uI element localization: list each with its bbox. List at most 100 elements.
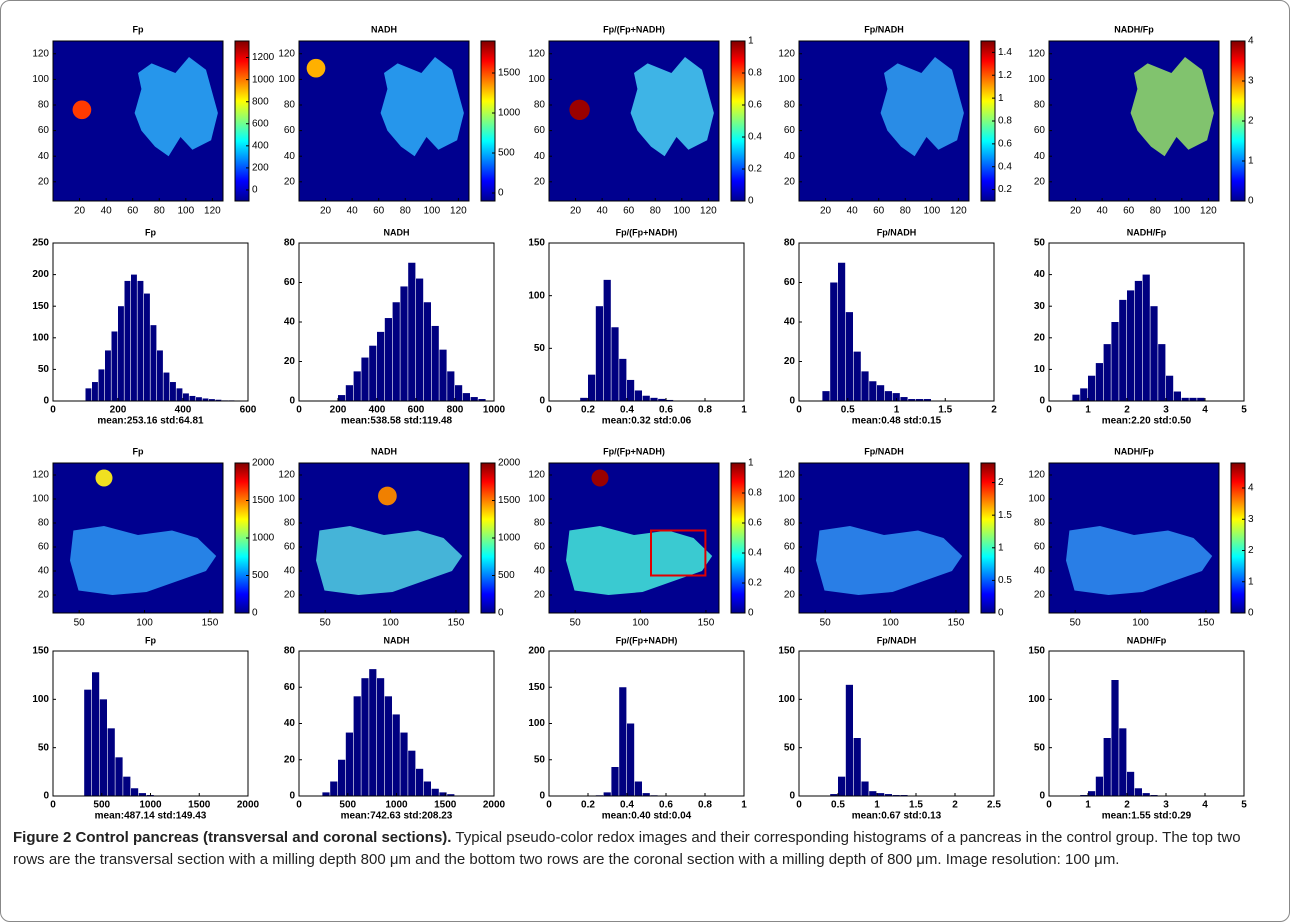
colorbar-tick-label: 4 [1248,36,1254,47]
x-tick-label: 1 [1085,405,1091,416]
colorbar-tick-label: 0.6 [748,518,762,529]
histogram-bar [369,345,377,401]
histogram-bar [115,757,123,796]
colorbar-tick-label: 600 [252,118,269,129]
histogram-bar [338,395,346,401]
colorbar-tick-label: 1500 [498,68,521,79]
histogram-bar [1142,274,1150,401]
y-tick-label: 50 [1034,742,1046,753]
panel-title: NADH [384,635,410,645]
histogram-bar [1088,791,1096,796]
histogram-bar [1095,363,1103,401]
x-tick-label: 5 [1241,800,1247,811]
y-tick-label: 20 [284,590,296,601]
colorbar [980,462,996,614]
histogram-bar [853,738,861,796]
histogram-bar [1189,397,1197,401]
histogram-bar [431,325,439,401]
x-tick-label: 1.5 [909,800,923,811]
x-tick-label: 1 [741,800,747,811]
histogram-bar [196,397,202,401]
colorbar-tick-label: 1200 [252,52,275,63]
x-axis-label: mean:538.58 std:119.48 [341,416,453,427]
histogram-bar [163,372,170,401]
histogram-bar [408,750,416,796]
tissue-region [816,526,963,595]
x-tick-label: 0 [1046,800,1052,811]
y-tick-label: 60 [38,125,50,136]
x-tick-label: 100 [1132,618,1149,629]
histogram-bar [1111,322,1119,401]
histogram-bar [1142,793,1150,796]
y-tick-label: 100 [1028,74,1045,85]
x-tick-label: 60 [873,206,885,217]
y-tick-label: 0 [289,791,295,802]
x-tick-label: 0.2 [581,800,595,811]
caption-label: Figure 2 Control pancreas (transversal a… [13,829,452,846]
x-tick-label: 0 [296,800,302,811]
x-tick-label: 150 [948,618,965,629]
colorbar [1230,462,1246,614]
y-tick-label: 100 [778,74,795,85]
x-tick-label: 60 [623,206,635,217]
colorbar-tick-label: 3 [1248,514,1254,525]
x-tick-label: 40 [101,206,113,217]
y-tick-label: 100 [32,74,49,85]
colorbar-tick-label: 0.6 [748,100,762,111]
y-tick-label: 20 [1034,332,1046,343]
x-tick-label: 0 [546,800,552,811]
histogram-bar [853,351,861,401]
x-tick-label: 0 [296,405,302,416]
colorbar-tick-label: 1000 [252,533,275,544]
x-tick-label: 120 [204,206,221,217]
x-tick-label: 120 [1200,206,1217,217]
x-tick-label: 20 [74,206,86,217]
y-tick-label: 30 [1034,301,1046,312]
x-tick-label: 0 [796,800,802,811]
x-tick-label: 4 [1202,800,1208,811]
x-tick-label: 0 [50,800,56,811]
y-tick-label: 100 [528,494,545,505]
axes-frame [52,40,224,202]
histogram-bar [1119,728,1127,796]
histogram-bar [923,399,931,401]
panel-title: Fp/(Fp+NADH) [616,227,678,237]
colorbar-tick-label: 1500 [252,495,275,506]
y-tick-label: 50 [38,364,50,375]
histogram-bar [1072,394,1080,401]
roi-box [650,529,707,577]
colorbar-tick-label: 1 [748,36,754,47]
histogram-bar [877,385,885,401]
histogram-bar [361,357,369,401]
y-tick-label: 60 [784,277,796,288]
reference-spot [72,100,92,120]
histogram-bar [1181,397,1189,401]
x-tick-label: 600 [408,405,425,416]
x-tick-label: 1 [874,800,880,811]
colorbar-tick-label: 0.8 [998,116,1012,127]
histogram-bar [627,379,635,401]
y-tick-label: 80 [534,100,546,111]
histogram-bar [157,350,163,401]
x-tick-label: 20 [320,206,332,217]
x-tick-label: 0.8 [698,800,712,811]
x-tick-label: 100 [632,618,649,629]
histogram-bar [423,302,431,401]
histogram-bar [1111,680,1119,796]
x-tick-label: 2 [991,405,997,416]
x-tick-label: 120 [950,206,967,217]
y-tick-label: 150 [778,646,795,657]
x-tick-label: 80 [1150,206,1162,217]
colorbar-tick-label: 0.2 [748,578,762,589]
panel-title: Fp/NADH [877,635,917,645]
histogram-bar [478,399,486,401]
y-tick-label: 80 [784,518,796,529]
x-tick-label: 400 [369,405,386,416]
y-tick-label: 80 [284,646,296,657]
y-tick-label: 50 [534,343,546,354]
histogram-bar [392,714,400,796]
tissue-region [70,526,217,595]
x-tick-label: 120 [450,206,467,217]
histogram-bar [92,382,98,401]
